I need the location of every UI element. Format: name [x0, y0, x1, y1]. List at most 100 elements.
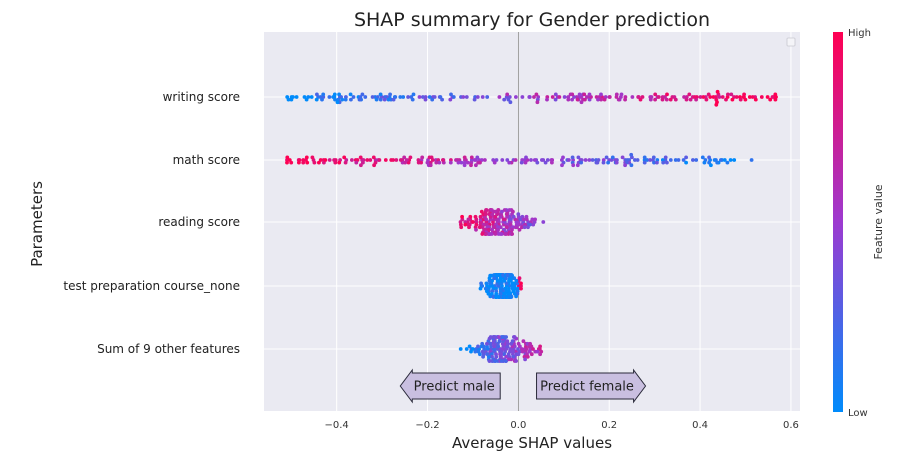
shap-point — [720, 95, 725, 99]
shap-point — [528, 341, 532, 346]
shap-point — [454, 158, 458, 162]
shap-point — [619, 92, 624, 97]
shap-point — [416, 160, 421, 165]
shap-point — [529, 352, 534, 357]
shap-point — [571, 163, 576, 168]
shap-point — [342, 155, 347, 160]
shap-point — [374, 97, 379, 102]
shap-point — [604, 155, 609, 160]
shap-point — [332, 92, 337, 97]
shap-point — [469, 349, 473, 354]
shap-point — [583, 158, 588, 162]
x-tick-label: −0.4 — [325, 420, 349, 431]
shap-point — [623, 97, 627, 102]
shap-point — [575, 97, 580, 102]
shap-point — [496, 208, 501, 212]
shap-point — [289, 97, 294, 102]
shap-point — [665, 160, 669, 165]
shap-point — [738, 97, 743, 102]
shap-point — [421, 95, 425, 99]
shap-point — [473, 349, 478, 354]
shap-point — [514, 359, 518, 363]
shap-point — [620, 155, 625, 160]
shap-point — [570, 97, 574, 102]
shap-point — [512, 335, 517, 339]
shap-point — [434, 160, 439, 165]
shap-point — [359, 163, 363, 168]
feature-labels: writing score math score reading score test… — [63, 90, 240, 356]
shap-point — [599, 97, 603, 102]
shap-point — [651, 155, 656, 160]
shap-point — [343, 160, 348, 165]
shap-point — [599, 92, 603, 97]
shap-point — [504, 335, 508, 339]
feature-label: math score — [173, 153, 240, 167]
shap-point — [497, 273, 501, 277]
shap-point — [500, 209, 504, 214]
shap-point — [538, 352, 542, 357]
shap-point — [749, 158, 754, 162]
shap-point — [420, 155, 425, 160]
shap-point — [491, 295, 496, 299]
shap-point — [575, 163, 580, 168]
shap-point — [448, 160, 453, 165]
shap-point — [340, 97, 345, 102]
shap-point — [648, 97, 653, 102]
shap-point — [770, 95, 775, 99]
shap-point — [383, 158, 388, 162]
shap-point — [493, 335, 498, 339]
shap-point — [684, 155, 688, 160]
shap-point — [698, 95, 703, 99]
shap-point — [464, 95, 469, 99]
shap-point — [525, 354, 530, 359]
shap-point — [484, 232, 488, 236]
shap-point — [357, 97, 362, 102]
shap-point — [577, 92, 582, 97]
shap-point — [582, 92, 587, 97]
shap-point — [514, 294, 518, 299]
shap-point — [504, 225, 509, 230]
shap-point — [408, 155, 413, 160]
shap-point — [513, 158, 518, 162]
shap-point — [361, 160, 365, 165]
shap-point — [514, 95, 518, 99]
shap-point — [351, 95, 356, 99]
shap-point — [485, 95, 490, 99]
shap-point — [459, 160, 464, 165]
shap-point — [469, 155, 474, 160]
shap-point — [503, 232, 508, 236]
shap-point — [516, 352, 521, 357]
shap-point — [485, 352, 490, 357]
shap-point — [730, 97, 735, 102]
shap-point — [494, 295, 499, 299]
beeswarm-points — [285, 89, 778, 363]
shap-point — [492, 160, 497, 165]
shap-point — [398, 95, 403, 99]
shap-point — [475, 155, 480, 160]
shap-point — [568, 92, 573, 97]
shap-point — [668, 158, 673, 162]
shap-point — [664, 97, 669, 102]
shap-point — [508, 222, 513, 227]
shap-point — [305, 160, 310, 165]
shap-point — [560, 163, 564, 168]
shap-point — [490, 359, 495, 363]
shap-point — [516, 212, 521, 217]
shap-point — [360, 92, 365, 97]
shap-point — [750, 95, 755, 99]
shap-point — [513, 225, 518, 230]
shap-point — [358, 155, 363, 160]
shap-point — [432, 95, 437, 99]
shap-point — [451, 95, 456, 99]
shap-point — [521, 339, 526, 344]
shap-point — [529, 158, 533, 162]
shap-point — [684, 160, 688, 165]
shap-point — [512, 276, 517, 281]
shap-point — [501, 335, 506, 339]
shap-point — [459, 225, 464, 230]
shap-point — [327, 95, 332, 99]
shap-point — [673, 158, 678, 162]
shap-point — [462, 155, 467, 160]
arrow-right — [536, 368, 647, 404]
shap-point — [458, 347, 463, 351]
